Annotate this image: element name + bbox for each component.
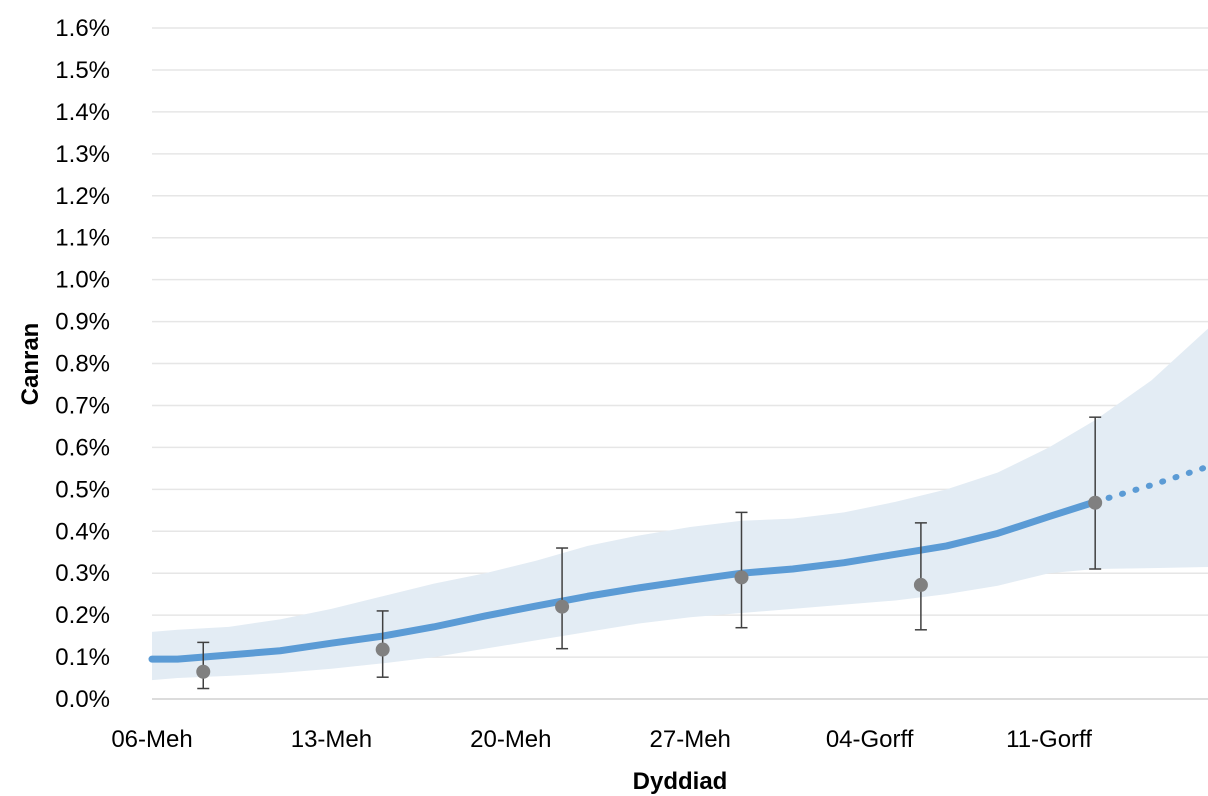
y-axis-title: Canran (17, 323, 44, 406)
gridlines (152, 27, 1208, 700)
y-tick-label: 1.1% (55, 225, 110, 252)
y-tick-label: 0.6% (55, 434, 110, 461)
y-tick-label: 1.2% (55, 183, 110, 210)
credible-interval-band (152, 328, 1208, 681)
x-axis-tick-labels: 06-Meh 13-Meh 20-Meh 27-Meh 04-Gorff 11-Gorff (111, 726, 1092, 753)
y-tick-label: 1.6% (55, 15, 110, 42)
credible-interval-band-group (152, 328, 1208, 681)
y-tick-label: 0.7% (55, 392, 110, 419)
projection-line (1092, 463, 1208, 505)
y-tick-label: 1.3% (55, 141, 110, 168)
y-tick-label: 0.8% (55, 351, 110, 378)
x-tick-label: 11-Gorff (1006, 726, 1092, 753)
data-point (913, 577, 928, 592)
y-tick-label: 0.1% (55, 644, 110, 671)
data-point (555, 599, 570, 614)
y-tick-label: 0.3% (55, 560, 110, 587)
y-tick-label: 1.0% (55, 267, 110, 294)
y-tick-label: 0.0% (55, 686, 110, 713)
y-tick-label: 0.2% (55, 602, 110, 629)
data-point (375, 642, 390, 657)
y-tick-label: 0.9% (55, 309, 110, 336)
data-point (1088, 495, 1103, 510)
modelled-estimate-line-group (148, 463, 1208, 663)
x-tick-label: 04-Gorff (826, 726, 914, 753)
x-tick-label: 27-Meh (650, 726, 731, 753)
y-tick-label: 1.4% (55, 99, 110, 126)
x-tick-label: 20-Meh (470, 726, 551, 753)
modelled-estimate-line (148, 498, 1099, 663)
y-tick-label: 1.5% (55, 57, 110, 84)
official-estimate-points-group (196, 495, 1103, 679)
y-tick-label: 0.5% (55, 476, 110, 503)
x-tick-label: 13-Meh (291, 726, 372, 753)
y-tick-label: 0.4% (55, 518, 110, 545)
y-axis-tick-labels: 0.0% 0.1% 0.2% 0.3% 0.4% 0.5% 0.6% 0.7% 0.8% 0.9%… (55, 15, 110, 713)
x-axis-title: Dyddiad (633, 768, 728, 795)
data-point (734, 570, 749, 585)
data-point (196, 664, 211, 679)
x-tick-label: 06-Meh (111, 726, 192, 753)
